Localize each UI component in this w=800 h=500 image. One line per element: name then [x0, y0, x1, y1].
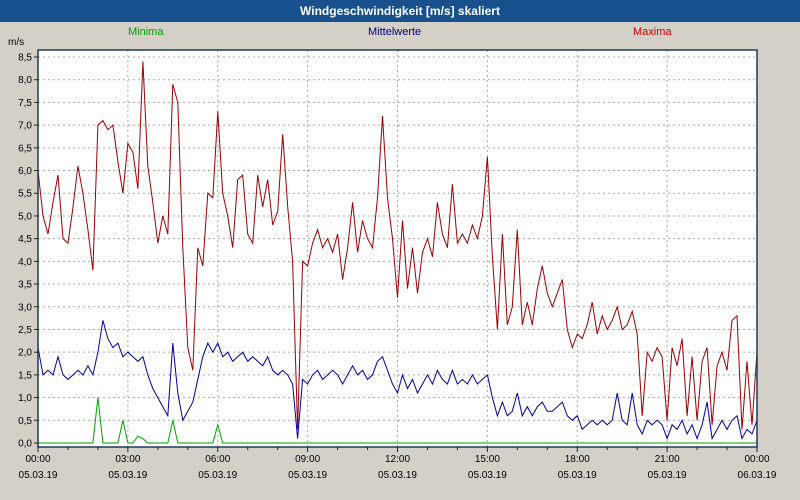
y-axis-tick-label: 7,5: [18, 98, 32, 109]
y-axis-tick-label: 5,5: [18, 189, 32, 200]
x-axis-time-label: 12:00: [385, 454, 410, 465]
x-axis-date-label: 05.03.19: [198, 470, 237, 481]
y-axis-tick-label: 5,0: [18, 211, 32, 222]
y-axis-tick-label: 0,0: [18, 439, 32, 450]
x-axis-time-label: 15:00: [475, 454, 500, 465]
x-axis-time-label: 09:00: [295, 454, 320, 465]
axis-ticks: [34, 56, 758, 452]
x-axis-time-label: 18:00: [565, 454, 590, 465]
axis-labels: 8,5 8,0 7,5 7,0 6,5 6,0 5,5 5,0 4,5 4,0 3,5 3,0 2,5 2…: [18, 53, 777, 482]
y-axis-tick-label: 3,5: [18, 280, 32, 291]
maxima-line: [37, 61, 758, 430]
y-axis-tick-label: 6,5: [18, 143, 32, 154]
y-axis-unit-label: m/s: [8, 37, 25, 48]
x-axis-time-label: 00:00: [744, 454, 769, 465]
x-axis-time-label: 06:00: [205, 454, 230, 465]
y-axis-tick-label: 1,0: [18, 393, 32, 404]
chart-title: Windgeschwindigkeit [m/s] skaliert: [300, 4, 500, 18]
x-axis-date-label: 05.03.19: [558, 470, 597, 481]
y-axis-tick-label: 4,5: [18, 234, 32, 245]
x-axis-time-label: 00:00: [25, 454, 50, 465]
x-axis-date-label: 05.03.19: [378, 470, 417, 481]
x-axis-date-label: 05.03.19: [19, 470, 58, 481]
title-bar: Windgeschwindigkeit [m/s] skaliert: [0, 0, 800, 22]
y-axis-tick-label: 1,5: [18, 370, 32, 381]
y-axis-tick-label: 8,5: [18, 53, 32, 64]
plot-area: [38, 50, 757, 447]
y-axis-tick-label: 2,5: [18, 325, 32, 336]
x-axis-date-label: 05.03.19: [108, 470, 147, 481]
minima-line: [38, 397, 757, 444]
x-axis-date-label: 05.03.19: [288, 470, 327, 481]
y-axis-tick-label: 3,0: [18, 302, 32, 313]
x-axis-time-label: 21:00: [655, 454, 680, 465]
y-axis-tick-label: 8,0: [18, 75, 32, 86]
x-axis-date-label: 06.03.19: [738, 470, 777, 481]
mittelwerte-line: [37, 320, 758, 441]
x-axis-date-label: 05.03.19: [468, 470, 507, 481]
y-axis-tick-label: 7,0: [18, 121, 32, 132]
x-axis-date-label: 05.03.19: [648, 470, 687, 481]
y-axis-tick-label: 6,0: [18, 166, 32, 177]
legend-maxima: Maxima: [633, 26, 672, 38]
legend-mittelwerte: Mittelwerte: [368, 26, 422, 38]
y-axis-tick-label: 4,0: [18, 257, 32, 268]
y-axis-tick-label: 0,5: [18, 416, 32, 427]
y-axis-tick-label: 2,0: [18, 348, 32, 359]
x-axis-time-label: 03:00: [115, 454, 140, 465]
legend-minima: Minima: [128, 26, 164, 38]
